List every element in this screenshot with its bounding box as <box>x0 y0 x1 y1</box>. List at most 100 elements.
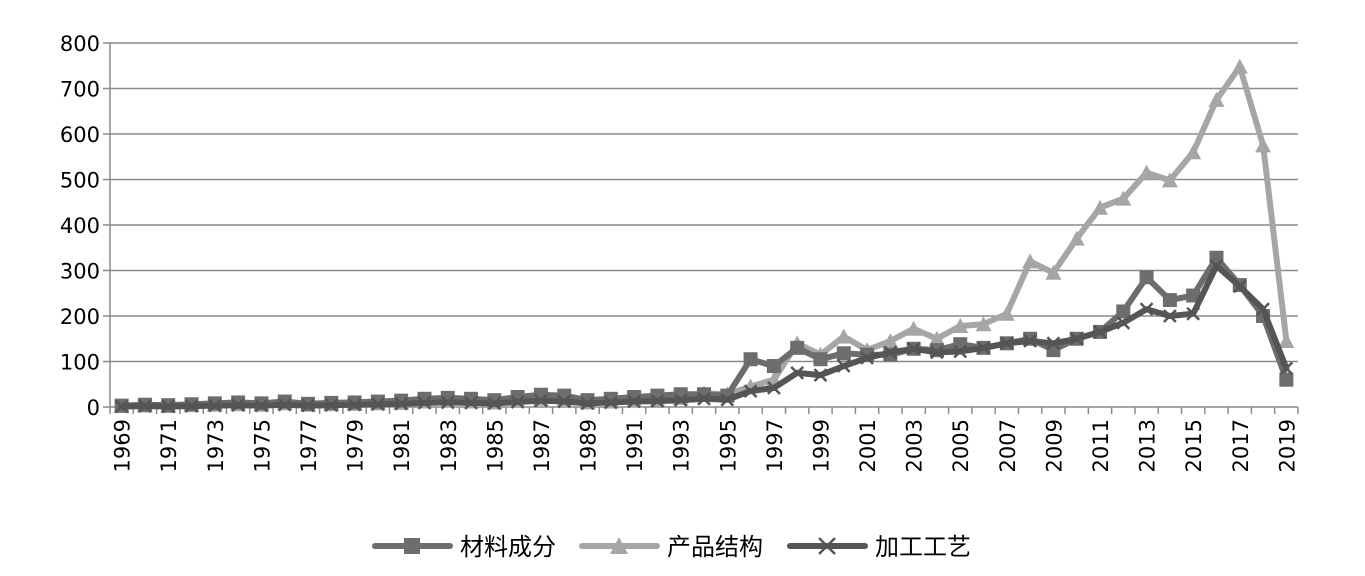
data-point-x <box>370 397 385 412</box>
data-point-triangle <box>1255 137 1272 153</box>
x-tick-label: 1993 <box>670 419 694 472</box>
data-point-x <box>464 396 478 410</box>
data-point-square <box>1186 288 1201 303</box>
data-point-square <box>790 340 805 355</box>
x-tick-label: 1985 <box>483 419 507 472</box>
data-point-x <box>930 345 944 360</box>
data-point-triangle <box>1161 172 1178 188</box>
x-tick-label: 1995 <box>716 419 740 472</box>
x-axis-labels: 1969 1971 1973 1975 1977 1979 1981 1983 1985 1987… <box>111 419 1300 472</box>
y-tick-label: 600 <box>60 123 100 147</box>
data-point-x <box>953 344 968 359</box>
data-point-x <box>580 396 595 411</box>
data-point-triangle <box>975 316 992 332</box>
data-point-triangle <box>1138 164 1155 180</box>
data-point-square <box>1116 304 1131 319</box>
x-tick-label: 1971 <box>157 419 181 472</box>
data-point-triangle <box>905 320 922 336</box>
data-point-x <box>207 398 222 413</box>
data-point-x <box>1209 259 1224 273</box>
x-tick-label: 1969 <box>111 419 135 472</box>
data-point-x <box>231 398 246 413</box>
data-point-x <box>324 398 339 413</box>
data-point-x <box>1232 279 1247 294</box>
data-point-triangle <box>1045 264 1062 280</box>
data-point-square <box>1139 270 1154 285</box>
data-point-x <box>673 393 688 408</box>
data-point-triangle <box>952 318 969 334</box>
data-point-x <box>836 359 851 373</box>
x-tick-label: 1973 <box>204 419 228 472</box>
data-point-x <box>603 395 618 410</box>
data-point-triangle <box>835 328 852 344</box>
data-point-x <box>1279 361 1294 376</box>
data-point-x <box>161 399 176 414</box>
data-point-x <box>790 365 805 380</box>
data-point-square <box>743 352 758 367</box>
data-point-x <box>534 393 548 408</box>
data-point-x <box>347 397 362 412</box>
data-point-x <box>1162 309 1177 323</box>
legend-label: 产品结构 <box>667 533 763 561</box>
x-tick-label: 1997 <box>763 419 787 472</box>
data-point-x <box>417 396 432 410</box>
data-point-triangle <box>1022 253 1039 269</box>
data-point-triangle <box>1185 144 1202 160</box>
y-tick-label: 100 <box>60 351 100 375</box>
gridlines <box>103 42 1298 408</box>
x-tick-label: 2009 <box>1042 419 1066 472</box>
data-point-square <box>404 538 420 554</box>
data-point-x <box>860 350 874 365</box>
data-point-x <box>627 394 642 409</box>
x-tick-label: 1983 <box>437 419 461 472</box>
data-point-x <box>1256 302 1270 317</box>
data-point-triangle <box>1231 58 1248 74</box>
legend-label: 材料成分 <box>460 533 556 561</box>
data-point-x <box>906 341 921 356</box>
legend: 材料成分 产品结构 加工工艺 <box>372 533 971 561</box>
series-line <box>118 63 1290 410</box>
data-point-x <box>697 391 711 406</box>
y-tick-label: 400 <box>60 214 100 238</box>
x-tick-label: 2005 <box>949 419 973 472</box>
series-line <box>118 254 1290 409</box>
legend-label: 加工工艺 <box>875 533 971 561</box>
legend-item-1: 材料成分 <box>372 533 556 561</box>
y-tick-label: 500 <box>60 169 100 193</box>
x-tick-label: 2015 <box>1182 419 1206 472</box>
y-tick-label: 800 <box>60 32 100 56</box>
data-point-triangle <box>610 537 628 554</box>
data-point-x <box>277 397 292 412</box>
data-point-x <box>813 368 828 383</box>
series-1 <box>114 250 1294 413</box>
data-point-x <box>1069 331 1084 346</box>
data-point-x <box>114 399 129 414</box>
series-3 <box>114 259 1294 414</box>
data-point-x <box>1023 334 1038 348</box>
data-point-triangle <box>1115 190 1132 206</box>
data-point-square <box>836 346 851 361</box>
data-point-square <box>813 352 828 367</box>
data-point-x <box>440 395 455 410</box>
x-tick-label: 1977 <box>297 419 321 472</box>
x-tick-label: 2007 <box>996 419 1020 472</box>
axes <box>109 43 1299 414</box>
data-point-x <box>184 399 199 413</box>
data-point-x <box>999 336 1014 351</box>
data-point-triangle <box>1208 91 1225 107</box>
x-tick-label: 1981 <box>390 419 414 472</box>
x-tick-label: 2013 <box>1136 419 1160 472</box>
data-point-x <box>138 399 152 413</box>
data-point-x <box>1116 315 1131 330</box>
data-point-x <box>510 395 525 409</box>
data-point-triangle <box>998 305 1015 321</box>
y-axis-labels: 0 100 200 300 400 500 600 700 800 <box>60 32 100 420</box>
y-tick-label: 0 <box>87 396 100 420</box>
data-point-x <box>883 345 898 360</box>
data-point-triangle <box>1092 199 1108 215</box>
series-layer <box>113 58 1295 414</box>
data-point-square <box>1162 293 1177 308</box>
x-tick-label: 1979 <box>344 419 368 472</box>
x-tick-label: 2011 <box>1089 419 1113 472</box>
